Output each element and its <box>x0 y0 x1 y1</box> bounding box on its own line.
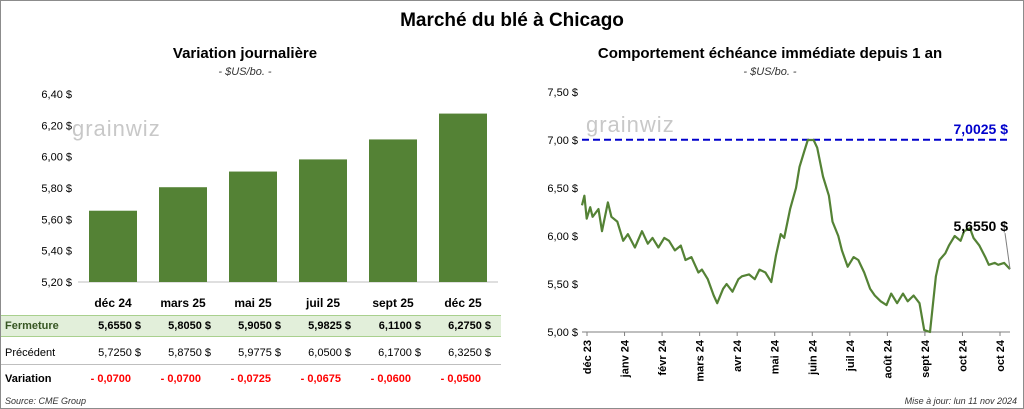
bar-x-tick-label: sept 25 <box>372 296 414 310</box>
line-annotations: 5,6550 $ <box>954 218 1011 270</box>
table-cell: 5,8750 $ <box>168 347 211 359</box>
line-x-tick-label: oct 24 <box>995 339 1007 372</box>
bar-y-tick-label: 5,40 $ <box>41 246 72 258</box>
bar-chart: 5,20 $ 5,40 $ 5,60 $ 5,80 $ 6,00 $ 6,20 $ 6,40… <box>41 89 498 310</box>
right-panel-unit: - $US/bo. - <box>743 66 797 78</box>
table-cell: - 0,0700 <box>90 373 131 385</box>
table-cell: - 0,0600 <box>370 373 411 385</box>
bar <box>299 159 347 282</box>
source-note: Source: CME Group <box>5 396 87 406</box>
line-y-tick-label: 6,00 $ <box>547 231 578 243</box>
table-cell: - 0,0700 <box>160 373 201 385</box>
line-x-tick-label: juin 24 <box>807 339 819 376</box>
table-row-label: Fermeture <box>5 320 59 332</box>
line-y-tick-label: 7,00 $ <box>547 135 578 147</box>
table-cell: 6,1700 $ <box>378 347 421 359</box>
line-x-tick-label: févr 24 <box>657 339 669 375</box>
bar <box>89 210 137 282</box>
bar <box>439 113 487 282</box>
reference-line-group: 7,0025 $ <box>582 121 1010 141</box>
table-cell: - 0,0500 <box>440 373 481 385</box>
table-cell: 6,2750 $ <box>448 320 491 332</box>
bar <box>369 139 417 282</box>
last-value-label: 5,6550 $ <box>954 218 1009 234</box>
reference-label: 7,0025 $ <box>954 121 1009 137</box>
table-cell: 5,8050 $ <box>168 320 211 332</box>
table-cell: 5,9825 $ <box>308 320 351 332</box>
line-series-group <box>580 138 1011 334</box>
bar-series <box>89 113 487 282</box>
table-cell: 5,6550 $ <box>98 320 141 332</box>
right-watermark-logo: grainwiz <box>586 112 675 137</box>
last-value-leader <box>1004 233 1011 270</box>
bar-x-tick-label: mars 25 <box>160 296 206 310</box>
bar-y-tick-label: 5,80 $ <box>41 183 72 195</box>
line-y-tick-label: 5,50 $ <box>547 279 578 291</box>
bar-y-tick-label: 5,20 $ <box>41 277 72 289</box>
line-x-tick-label: mars 24 <box>695 339 707 381</box>
line-x-tick-label: août 24 <box>882 339 894 378</box>
bar-x-tick-label: déc 25 <box>444 296 482 310</box>
bar-y-tick-label: 6,20 $ <box>41 120 72 132</box>
table-cell: - 0,0675 <box>300 373 341 385</box>
table-cell: 5,9050 $ <box>238 320 281 332</box>
bar-y-axis: 5,20 $ 5,40 $ 5,60 $ 5,80 $ 6,00 $ 6,20 $ 6,40… <box>41 89 498 289</box>
line-x-tick-label: avr 24 <box>732 339 744 372</box>
bar-x-tick-label: mai 25 <box>234 296 272 310</box>
line-x-tick-label: juil 24 <box>845 339 857 372</box>
line-x-tick-label: déc 23 <box>582 340 594 374</box>
table-cell: 6,0500 $ <box>308 347 351 359</box>
line-x-tick-label: janv 24 <box>620 339 632 378</box>
bar <box>159 187 207 282</box>
table-cell: 5,7250 $ <box>98 347 141 359</box>
update-note: Mise à jour: lun 11 nov 2024 <box>904 396 1017 406</box>
page-title: Marché du blé à Chicago <box>400 10 624 31</box>
right-panel-title: Comportement échéance immédiate depuis 1… <box>597 45 943 62</box>
table-row-previous: Précédent 5,7250 $ 5,8750 $ 5,9775 $ 6,0… <box>1 343 501 365</box>
bar-y-tick-label: 6,00 $ <box>41 152 72 164</box>
bar-y-tick-label: 6,40 $ <box>41 89 72 101</box>
bar-x-tick-label: juil 25 <box>305 296 340 310</box>
line-y-tick-label: 7,50 $ <box>547 87 578 99</box>
left-panel-unit: - $US/bo. - <box>218 66 272 78</box>
line-x-axis: déc 23 janv 24 févr 24 mars 24 avr 24 mai 24 j… <box>582 332 1007 382</box>
table-cell: 6,1100 $ <box>378 320 421 332</box>
table-cell: 5,9775 $ <box>238 347 281 359</box>
bar-x-axis: déc 24 mars 25 mai 25 juil 25 sept 25 déc 25 <box>94 296 482 310</box>
bar-x-tick-label: déc 24 <box>94 296 132 310</box>
bar <box>229 171 277 282</box>
line-y-tick-label: 6,50 $ <box>547 183 578 195</box>
table-cell: 6,3250 $ <box>448 347 491 359</box>
price-line <box>580 138 1011 334</box>
line-y-tick-label: 5,00 $ <box>547 327 578 339</box>
table-cell: - 0,0725 <box>230 373 271 385</box>
line-x-tick-label: sept 24 <box>920 339 932 378</box>
left-panel-title: Variation journalière <box>172 45 318 62</box>
line-x-tick-label: oct 24 <box>957 339 969 372</box>
line-chart: 5,00 $ 5,50 $ 6,00 $ 6,50 $ 7,00 $ 7,50 $ déc… <box>547 87 1011 382</box>
table-row-closing: Fermeture 5,6550 $ 5,8050 $ 5,9050 $ 5,9… <box>1 315 501 337</box>
left-watermark-logo: grainwiz <box>72 116 161 141</box>
line-x-tick-label: mai 24 <box>770 339 782 374</box>
table-row-label: Variation <box>5 373 52 385</box>
table-row-variation: Variation - 0,0700 - 0,0700 - 0,0725 - 0… <box>1 369 501 391</box>
bar-y-tick-label: 5,60 $ <box>41 214 72 226</box>
table-row-label: Précédent <box>5 347 56 359</box>
line-y-axis: 5,00 $ 5,50 $ 6,00 $ 6,50 $ 7,00 $ 7,50 $ <box>547 87 1010 339</box>
